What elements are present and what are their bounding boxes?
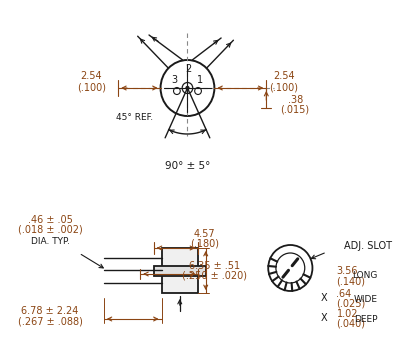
Text: .38: .38: [288, 95, 303, 105]
Text: 1.02: 1.02: [336, 309, 358, 319]
Text: (.018 ± .002): (.018 ± .002): [18, 225, 82, 235]
Text: (.140): (.140): [336, 276, 366, 286]
Text: (.015): (.015): [280, 105, 310, 115]
Text: (.100): (.100): [269, 82, 298, 92]
Text: DIA. TYP.: DIA. TYP.: [30, 237, 70, 245]
Text: 45° REF.: 45° REF.: [116, 113, 153, 122]
Text: 1: 1: [197, 75, 203, 85]
Text: LONG: LONG: [352, 272, 378, 280]
Text: (.100): (.100): [77, 82, 106, 92]
Text: (.025): (.025): [336, 299, 366, 309]
Text: .46 ± .05: .46 ± .05: [28, 215, 72, 225]
Text: X: X: [321, 293, 328, 303]
Text: DEEP: DEEP: [354, 315, 378, 323]
Text: 4.57: 4.57: [194, 229, 216, 239]
Text: 2.54: 2.54: [80, 71, 102, 81]
Text: (.040): (.040): [336, 319, 366, 329]
Bar: [154, 266, 206, 275]
Circle shape: [186, 86, 189, 90]
Bar: [162, 248, 198, 293]
Text: 90° ± 5°: 90° ± 5°: [165, 161, 210, 171]
Text: 2.54: 2.54: [273, 71, 294, 81]
Text: 3: 3: [171, 75, 177, 85]
Text: WIDE: WIDE: [354, 294, 378, 303]
Text: 3.56: 3.56: [336, 266, 358, 276]
Text: ADJ. SLOT: ADJ. SLOT: [344, 241, 392, 251]
Text: (.250 ± .020): (.250 ± .020): [182, 271, 247, 281]
Text: (.180): (.180): [190, 239, 219, 249]
Text: X: X: [321, 313, 328, 323]
Text: 6.78 ± 2.24: 6.78 ± 2.24: [21, 306, 79, 316]
Text: 6.35 ± .51: 6.35 ± .51: [189, 261, 240, 271]
Text: 2: 2: [185, 64, 192, 74]
Text: .64: .64: [336, 289, 352, 299]
Text: (.267 ± .088): (.267 ± .088): [18, 317, 82, 327]
